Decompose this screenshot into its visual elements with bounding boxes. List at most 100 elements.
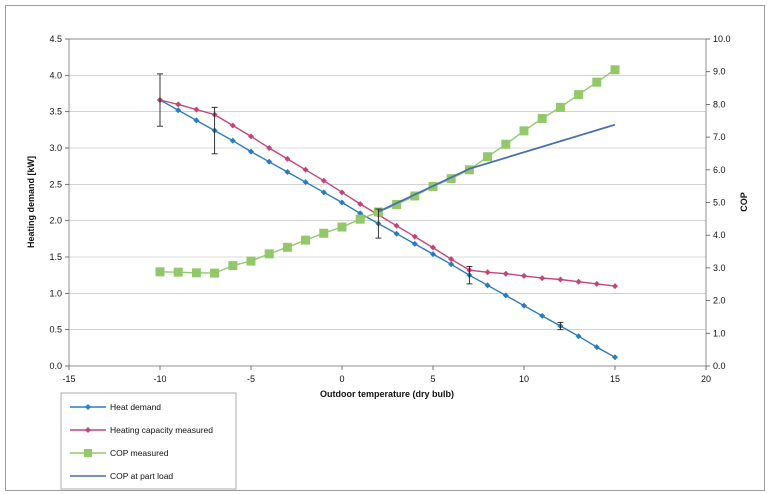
plot-area [68,38,707,367]
series-2-point [610,65,620,75]
legend-label-2: COP measured [110,448,169,458]
y2-tick-label: 9.0 [713,67,726,77]
series-1-point [393,222,400,229]
series-1-point [411,233,418,240]
y-tick-label: 3.5 [49,107,62,117]
y-tick-label: 0.0 [49,361,62,371]
series-0-point [430,251,436,258]
series-2-point [264,249,274,259]
series-2-point [410,191,420,201]
series-1-point [612,283,618,290]
series-0-point [302,179,309,186]
series-2-point [483,152,493,162]
x-tick-label: -15 [62,374,75,384]
series-2-point [191,268,201,278]
series-2-point [519,126,529,136]
series-line-3 [378,123,616,213]
legend-label-1: Heating capacity measured [110,425,213,435]
series-0-point [575,333,582,340]
series-0-point [193,117,200,124]
legend-box [60,392,237,490]
series-line-1 [159,99,616,287]
series-2-point [464,165,474,175]
y2-tick-label: 10.0 [713,34,731,44]
x-tick-label: 5 [430,374,435,384]
series-1-point [266,145,273,151]
series-1-point [193,106,200,113]
series-0-point [612,354,618,361]
series-0-point [320,189,327,196]
y-tick-label: 1.0 [49,288,62,298]
series-line-0 [159,99,616,358]
series-0-point [266,158,273,165]
series-1-point [593,280,600,287]
legend-marker-0 [85,404,91,410]
series-0-point [284,168,291,175]
series-2-point [246,256,256,266]
series-0-point [593,344,600,351]
y2-tick-label: 7.0 [713,132,726,142]
x-tick-label: -10 [153,374,166,384]
legend: Heat demand Heating capacity measured COP … [60,392,237,490]
y2-tick-label: 5.0 [713,198,726,208]
x-tick-label: -5 [247,374,255,384]
y-tick-label: 0.5 [49,325,62,335]
series-1-point [484,269,491,276]
chart-svg: 0.0 0.5 1.0 1.5 2.0 2.5 3.0 3.5 4.0 4.5 0.0 1.0 2.0 3… [26,34,749,490]
series-1-point [302,166,309,173]
series-0-point [339,199,345,206]
series-2-point [501,139,511,149]
series-0-point [539,312,546,319]
series-1-point [430,244,436,251]
legend-items: Heat demand Heating capacity measured COP … [70,402,213,481]
series-2-point [355,214,365,224]
y-tick-label: 3.0 [49,143,62,153]
y-tick-label: 1.5 [49,252,62,262]
series-1-point [539,275,546,282]
y2-tick-label: 2.0 [713,296,726,306]
series-2-point [574,90,584,100]
series-2-point [537,113,547,123]
series-2-point [555,102,565,112]
y-tick-label: 2.5 [49,179,62,189]
series-0-point [229,137,236,144]
x-tick-label: 10 [519,374,529,384]
y-tick-label: 4.5 [49,34,62,44]
legend-marker-1 [85,427,91,433]
x-tick-label: 0 [339,374,344,384]
series-2-point [155,267,165,277]
series-2-point [592,77,602,87]
series-layer [155,65,620,361]
series-line-2 [159,69,616,274]
series-0-point [448,261,455,268]
y-tick-label: 4.0 [49,70,62,80]
legend-label-3: COP at part load [110,471,173,481]
series-1-point [448,256,455,263]
series-0-point [521,302,527,309]
chart-frame: 0.0 0.5 1.0 1.5 2.0 2.5 3.0 3.5 4.0 4.5 0.0 1.0 2.0 3… [5,5,765,491]
series-2-point [319,228,329,238]
series-1-point [357,200,364,207]
series-1-point [557,276,564,283]
series-1-point [502,270,509,277]
y2-tick-label: 4.0 [713,230,726,240]
series-1-point [521,272,527,279]
y2-axis-title: COP [739,192,749,212]
series-1-point [284,155,291,162]
y-axis-title: Heating demand [kW] [26,156,36,248]
series-2-point [301,235,311,245]
y2-tick-label: 6.0 [713,165,726,175]
y2-tick-label: 1.0 [713,328,726,338]
series-0-point [393,230,400,237]
series-2-point [173,267,183,277]
series-2-point [282,242,292,252]
series-2-point [210,268,220,278]
x-tick-label: 20 [701,374,711,384]
y2-tick-label: 8.0 [713,99,726,109]
series-0-point [484,282,491,289]
series-0-point [175,107,182,114]
series-2-point [446,174,456,184]
y2-tick-label: 3.0 [713,263,726,273]
series-0-point [411,240,418,247]
series-1-point [339,189,345,196]
